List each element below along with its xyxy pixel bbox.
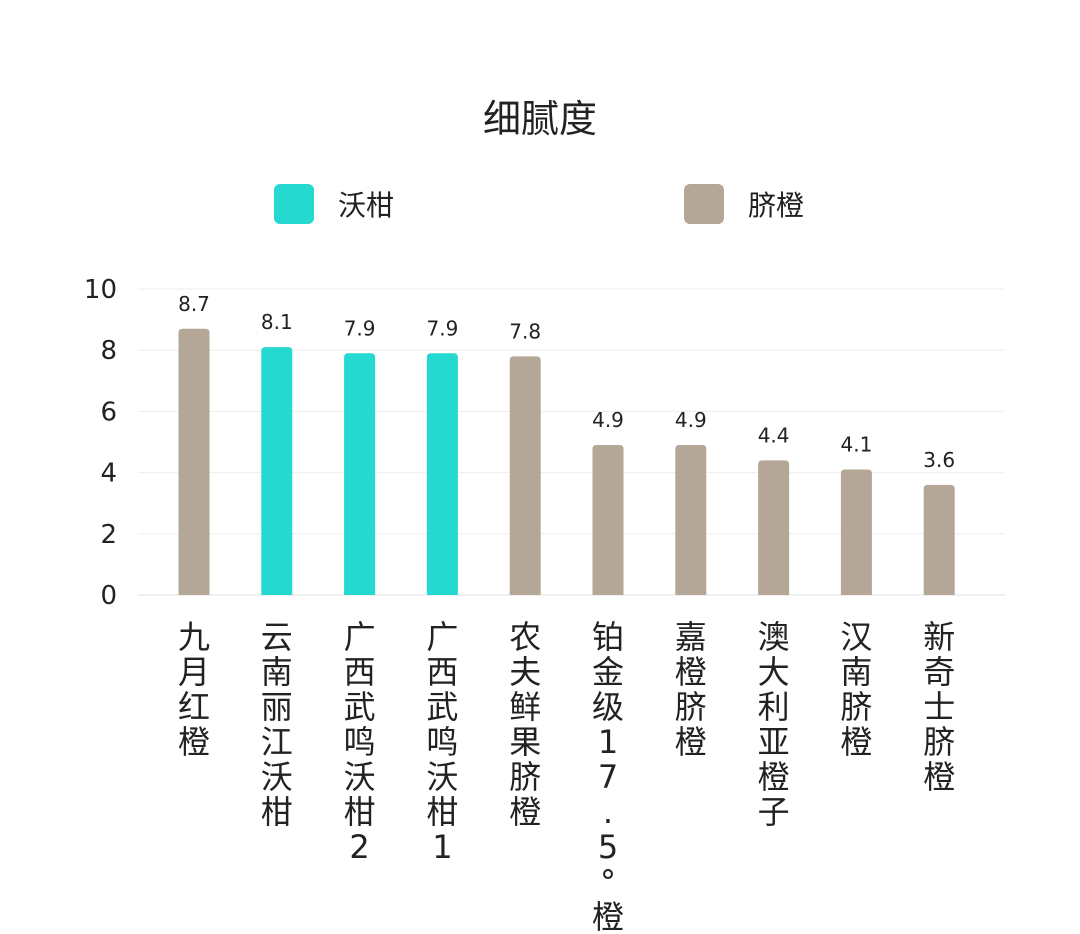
x-tick-label: 九月红橙 xyxy=(178,618,210,761)
chart-title: 细腻度 xyxy=(482,97,597,141)
y-tick-label: 4 xyxy=(100,459,117,489)
data-label: 4.4 xyxy=(758,423,790,447)
data-label: 4.9 xyxy=(675,408,707,432)
data-label: 4.1 xyxy=(840,433,872,457)
y-tick-label: 0 xyxy=(100,581,117,611)
x-tick-label: 新奇士脐橙 xyxy=(923,618,955,796)
data-label: 3.6 xyxy=(923,448,955,472)
legend-swatch-wogan xyxy=(274,184,314,224)
data-label: 4.9 xyxy=(592,408,624,432)
bar xyxy=(509,356,541,595)
x-tick-label: 广西武鸣沃柑 1 xyxy=(426,618,458,866)
data-label: 7.8 xyxy=(509,319,541,343)
y-tick-label: 6 xyxy=(100,397,117,427)
data-label: 7.9 xyxy=(344,316,376,340)
y-tick-label: 8 xyxy=(100,336,117,366)
legend-item-qicheng: 脐橙 xyxy=(684,184,804,224)
bar xyxy=(675,445,707,595)
bar xyxy=(178,328,210,595)
bar xyxy=(840,469,872,595)
bar xyxy=(261,347,293,595)
x-tick-label: 农夫鲜果脐橙 xyxy=(509,618,541,831)
x-tick-label: 澳大利亚橙子 xyxy=(758,618,790,831)
data-label: 7.9 xyxy=(426,316,458,340)
bar xyxy=(758,460,790,595)
x-tick-label: 铂金级 1 7. 5 °橙 xyxy=(592,618,624,934)
legend-swatch-qicheng xyxy=(684,184,724,224)
x-tick-label: 汉南脐橙 xyxy=(840,618,872,761)
x-tick-label: 广西武鸣沃柑 2 xyxy=(344,618,376,866)
bar xyxy=(344,353,376,595)
legend-label-qicheng: 脐橙 xyxy=(748,189,805,222)
bar xyxy=(923,484,955,595)
y-tick-label: 2 xyxy=(100,520,117,550)
y-tick-label: 10 xyxy=(84,275,117,305)
data-label: 8.7 xyxy=(178,292,210,316)
legend-label-wogan: 沃柑 xyxy=(338,189,395,222)
x-tick-label: 嘉橙脐橙 xyxy=(675,618,707,761)
legend-item-wogan: 沃柑 xyxy=(274,184,394,224)
data-label: 8.1 xyxy=(261,310,293,334)
x-tick-label: 云南丽江沃柑 xyxy=(261,618,293,831)
bar xyxy=(426,353,458,595)
bar xyxy=(592,445,624,595)
